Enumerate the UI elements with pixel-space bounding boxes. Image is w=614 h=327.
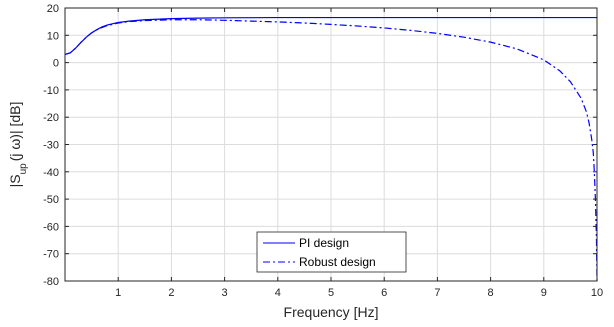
y-axis-ticks: 20 10 0 -10 -20 -30 -40 -50 -60 -70 -80 — [43, 3, 597, 288]
y-tick-label: -80 — [43, 276, 59, 288]
y-tick-label: -20 — [43, 112, 59, 124]
y-tick-label: 0 — [53, 58, 59, 70]
y-tick-label: 20 — [47, 3, 59, 15]
y-tick-label: 10 — [47, 30, 59, 42]
x-tick-label: 10 — [591, 287, 603, 299]
legend-box — [256, 231, 407, 273]
legend-label-pi-design: PI design — [299, 236, 349, 250]
y-tick-label: -10 — [43, 85, 59, 97]
x-tick-label: 9 — [541, 287, 547, 299]
y-axis-label-subscript: up — [18, 163, 29, 175]
x-axis-label: Frequency [Hz] — [284, 304, 379, 320]
y-tick-label: -60 — [43, 221, 59, 233]
legend: PI design Robust design — [256, 231, 407, 273]
series-line-robust-design — [64, 19, 598, 282]
y-tick-label: -70 — [43, 249, 59, 261]
y-axis-label-suffix: (j ω)| [dB] — [7, 102, 23, 162]
y-tick-label: -30 — [43, 140, 59, 152]
x-tick-label: 3 — [222, 287, 228, 299]
y-tick-label: -40 — [43, 167, 59, 179]
x-tick-label: 1 — [115, 287, 121, 299]
x-tick-label: 6 — [381, 287, 387, 299]
series-line-pi-design — [64, 16, 597, 55]
y-tick-label: -50 — [43, 194, 59, 206]
series-lines — [64, 16, 598, 282]
x-tick-label: 7 — [434, 287, 440, 299]
x-axis-ticks: 1 2 3 4 5 6 7 8 9 10 — [115, 8, 603, 299]
x-tick-label: 8 — [488, 287, 494, 299]
x-tick-label: 2 — [168, 287, 174, 299]
x-tick-label: 5 — [328, 287, 334, 299]
y-axis-label: |Sup(j ω)| [dB] — [7, 102, 29, 188]
y-axis-label-prefix: |S — [7, 174, 23, 187]
x-tick-label: 4 — [275, 287, 281, 299]
legend-label-robust-design: Robust design — [299, 255, 376, 269]
